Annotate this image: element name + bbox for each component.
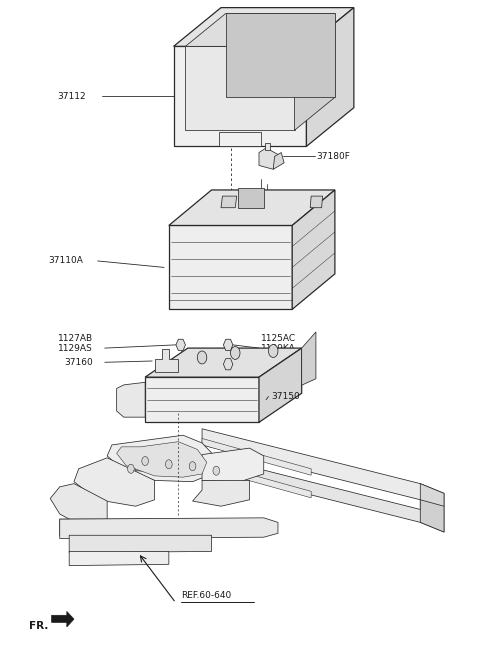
Polygon shape [169, 225, 292, 309]
Polygon shape [176, 339, 185, 350]
Circle shape [142, 456, 148, 465]
Polygon shape [420, 484, 444, 519]
Polygon shape [226, 14, 335, 98]
Polygon shape [174, 8, 354, 46]
Polygon shape [202, 429, 444, 506]
Polygon shape [202, 461, 311, 498]
Polygon shape [52, 611, 74, 627]
Polygon shape [60, 518, 278, 538]
Polygon shape [145, 377, 259, 422]
Polygon shape [192, 480, 250, 506]
Circle shape [213, 466, 219, 475]
Text: 37160: 37160 [64, 358, 93, 367]
Polygon shape [136, 461, 212, 474]
Polygon shape [107, 436, 216, 482]
Polygon shape [223, 359, 233, 370]
Text: 37112: 37112 [57, 92, 86, 101]
Polygon shape [50, 484, 107, 524]
Polygon shape [273, 152, 284, 169]
Polygon shape [202, 439, 311, 475]
Polygon shape [310, 196, 323, 208]
Circle shape [268, 344, 278, 357]
Polygon shape [420, 500, 444, 532]
Circle shape [166, 460, 172, 469]
Text: 37110A: 37110A [48, 256, 84, 266]
Polygon shape [238, 188, 264, 208]
Polygon shape [259, 348, 301, 422]
Text: 1125AC: 1125AC [261, 353, 297, 362]
Polygon shape [265, 143, 270, 150]
Polygon shape [185, 14, 335, 46]
Polygon shape [69, 551, 169, 566]
Text: 37180F: 37180F [316, 152, 350, 161]
Polygon shape [295, 14, 335, 130]
Text: FR.: FR. [29, 620, 48, 631]
Polygon shape [185, 46, 295, 130]
Polygon shape [117, 382, 145, 417]
Polygon shape [219, 132, 261, 146]
Circle shape [230, 346, 240, 359]
Polygon shape [155, 350, 179, 372]
Text: 1125AC: 1125AC [261, 334, 297, 343]
Polygon shape [202, 454, 444, 532]
Text: REF.60-640: REF.60-640 [180, 591, 231, 600]
Polygon shape [202, 448, 264, 482]
Polygon shape [117, 441, 207, 477]
Polygon shape [259, 148, 278, 169]
Polygon shape [169, 190, 335, 225]
Circle shape [197, 351, 207, 364]
Text: 37150: 37150 [271, 392, 300, 401]
Text: 1129AS: 1129AS [58, 344, 93, 353]
Polygon shape [292, 190, 335, 309]
Polygon shape [74, 458, 155, 506]
Circle shape [128, 464, 134, 473]
Text: 1129KA: 1129KA [261, 363, 296, 372]
Polygon shape [223, 339, 233, 350]
Text: 1129KA: 1129KA [261, 344, 296, 353]
Polygon shape [306, 8, 354, 146]
Polygon shape [145, 348, 301, 377]
Text: 1141AH: 1141AH [273, 192, 309, 201]
Polygon shape [69, 535, 212, 553]
Circle shape [189, 462, 196, 471]
Polygon shape [174, 46, 306, 146]
Text: 1127AB: 1127AB [58, 334, 93, 343]
Polygon shape [60, 519, 202, 535]
Polygon shape [221, 196, 237, 208]
Polygon shape [301, 332, 316, 385]
